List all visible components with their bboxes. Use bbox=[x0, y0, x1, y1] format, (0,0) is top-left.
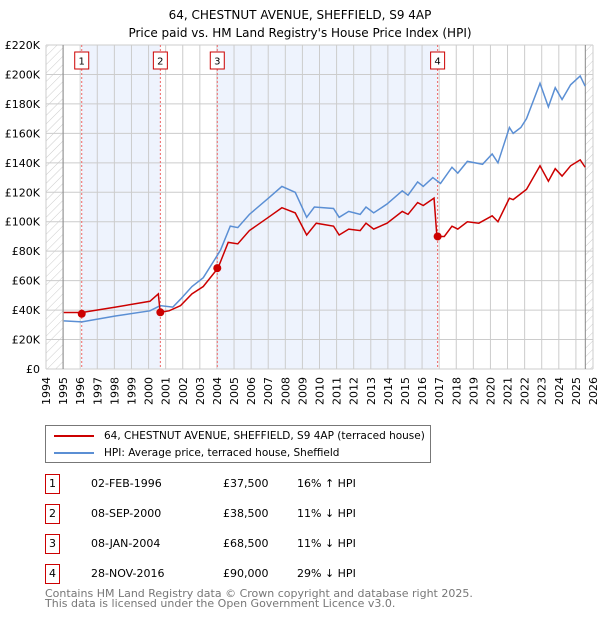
x-tick-label: 2020 bbox=[484, 377, 497, 405]
footer-copyright: Contains HM Land Registry data © Crown c… bbox=[45, 587, 473, 600]
sale-row: 4 28-NOV-2016 £90,000 29% ↓ HPI bbox=[45, 564, 465, 584]
sale-point bbox=[156, 308, 165, 317]
x-tick-label: 2008 bbox=[279, 377, 292, 405]
sale-hpi-diff: 11% ↓ HPI bbox=[297, 537, 356, 550]
legend-label: HPI: Average price, terraced house, Shef… bbox=[104, 447, 340, 459]
sale-hpi-diff: 29% ↓ HPI bbox=[297, 567, 356, 580]
x-tick-label: 1998 bbox=[108, 377, 121, 405]
chart-title: 64, CHESTNUT AVENUE, SHEFFIELD, S9 4AP bbox=[168, 8, 432, 22]
sale-number: 4 bbox=[45, 564, 60, 584]
sale-date: 02-FEB-1996 bbox=[91, 477, 162, 490]
x-tick-label: 2017 bbox=[433, 377, 446, 405]
sale-number: 2 bbox=[45, 504, 60, 524]
footer-licence: This data is licensed under the Open Gov… bbox=[45, 597, 396, 610]
x-tick-label: 1996 bbox=[74, 377, 87, 405]
x-tick-label: 1999 bbox=[125, 377, 138, 405]
sale-price: £38,500 bbox=[223, 507, 269, 520]
legend-item-hpi: HPI: Average price, terraced house, Shef… bbox=[54, 445, 339, 461]
x-tick-label: 2006 bbox=[245, 377, 258, 405]
x-tick-label: 2005 bbox=[228, 377, 241, 405]
hpi-line bbox=[63, 74, 586, 323]
legend-swatch-blue bbox=[54, 452, 94, 454]
x-tick-label: 2003 bbox=[194, 377, 207, 405]
sale-point bbox=[433, 232, 442, 241]
legend-label: 64, CHESTNUT AVENUE, SHEFFIELD, S9 4AP (… bbox=[104, 430, 425, 442]
sale-point bbox=[77, 309, 86, 318]
legend-item-property: 64, CHESTNUT AVENUE, SHEFFIELD, S9 4AP (… bbox=[54, 428, 425, 444]
x-tick-label: 2000 bbox=[143, 377, 156, 405]
sale-number: 1 bbox=[45, 474, 60, 494]
y-tick-label: £140K bbox=[5, 157, 41, 170]
ownership-band bbox=[217, 45, 438, 369]
legend-swatch-red bbox=[54, 435, 94, 437]
x-tick-label: 2021 bbox=[502, 377, 515, 405]
sale-label: 2 bbox=[157, 57, 163, 68]
y-tick-label: £120K bbox=[5, 186, 41, 199]
sale-hpi-diff: 16% ↑ HPI bbox=[297, 477, 356, 490]
chart-subtitle: Price paid vs. HM Land Registry's House … bbox=[128, 26, 472, 40]
x-tick-label: 2024 bbox=[553, 377, 566, 405]
y-tick-label: £20K bbox=[12, 334, 41, 347]
sale-label: 3 bbox=[214, 57, 220, 68]
sale-point bbox=[213, 264, 222, 273]
y-tick-label: £80K bbox=[12, 245, 41, 258]
legend: 64, CHESTNUT AVENUE, SHEFFIELD, S9 4AP (… bbox=[45, 425, 431, 463]
x-tick-label: 2012 bbox=[348, 377, 361, 405]
sale-date: 08-SEP-2000 bbox=[91, 507, 162, 520]
x-tick-label: 2026 bbox=[587, 377, 600, 405]
no-data-hatch bbox=[46, 45, 64, 369]
y-tick-label: £200K bbox=[5, 68, 41, 81]
y-tick-label: £180K bbox=[5, 98, 41, 111]
sale-label: 1 bbox=[79, 57, 85, 68]
x-tick-label: 2016 bbox=[416, 377, 429, 405]
sale-label: 4 bbox=[434, 57, 440, 68]
x-tick-label: 2011 bbox=[331, 377, 344, 405]
x-tick-label: 1995 bbox=[57, 377, 70, 405]
x-tick-label: 1997 bbox=[91, 377, 104, 405]
x-tick-label: 2004 bbox=[211, 377, 224, 405]
x-tick-label: 2010 bbox=[314, 377, 327, 405]
x-tick-label: 2015 bbox=[399, 377, 412, 405]
sale-row: 1 02-FEB-1996 £37,500 16% ↑ HPI bbox=[45, 474, 465, 494]
x-tick-label: 2007 bbox=[262, 377, 275, 405]
footer: Contains HM Land Registry data © Crown c… bbox=[45, 587, 473, 610]
x-tick-label: 2018 bbox=[450, 377, 463, 405]
y-tick-label: £220K bbox=[5, 39, 41, 52]
y-tick-label: £60K bbox=[12, 275, 41, 288]
no-data-hatch bbox=[585, 45, 593, 369]
x-tick-label: 2022 bbox=[519, 377, 532, 405]
x-tick-label: 2002 bbox=[177, 377, 190, 405]
sale-date: 28-NOV-2016 bbox=[91, 567, 165, 580]
property-price-line bbox=[63, 158, 586, 314]
sale-label-box bbox=[152, 51, 168, 70]
y-tick-label: £0 bbox=[26, 363, 40, 376]
sale-hpi-diff: 11% ↓ HPI bbox=[297, 507, 356, 520]
x-tick-label: 2014 bbox=[382, 377, 395, 405]
y-tick-label: £40K bbox=[12, 304, 41, 317]
sale-price: £68,500 bbox=[223, 537, 269, 550]
sale-price: £37,500 bbox=[223, 477, 269, 490]
x-tick-label: 2009 bbox=[296, 377, 309, 405]
sale-label-box bbox=[209, 51, 225, 70]
x-tick-label: 2023 bbox=[536, 377, 549, 405]
y-tick-label: £100K bbox=[5, 216, 41, 229]
sale-price: £90,000 bbox=[223, 567, 269, 580]
x-tick-label: 1994 bbox=[40, 377, 53, 405]
sale-number: 3 bbox=[45, 534, 60, 554]
x-tick-label: 2025 bbox=[570, 377, 583, 405]
sale-date: 08-JAN-2004 bbox=[91, 537, 161, 550]
sale-row: 3 08-JAN-2004 £68,500 11% ↓ HPI bbox=[45, 534, 465, 554]
price-chart: 1994 1995 1996 1997 1998 1999 2000 2001 2002 2003… bbox=[5, 39, 600, 405]
y-tick-label: £160K bbox=[5, 127, 41, 140]
sale-row: 2 08-SEP-2000 £38,500 11% ↓ HPI bbox=[45, 504, 465, 524]
sale-label-box bbox=[430, 51, 446, 70]
sale-label-box bbox=[74, 51, 90, 70]
x-tick-label: 2019 bbox=[467, 377, 480, 405]
x-tick-label: 2001 bbox=[160, 377, 173, 405]
x-tick-label: 2013 bbox=[365, 377, 378, 405]
